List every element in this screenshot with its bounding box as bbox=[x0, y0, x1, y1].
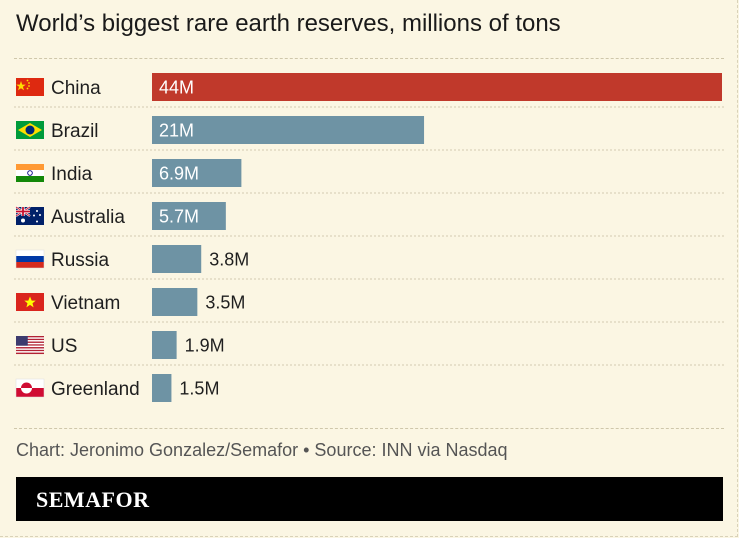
bar bbox=[152, 245, 202, 273]
bar-row-vietnam: Vietnam 3.5M bbox=[16, 288, 245, 316]
data-label: 3.5M bbox=[205, 293, 245, 313]
bar-row-australia: Australia 5.7M bbox=[15, 202, 226, 230]
category-label: US bbox=[51, 336, 77, 357]
bar-chart: China 44M Brazil 21M India 6.9M Australia 5.7M R… bbox=[14, 73, 724, 402]
bar bbox=[152, 73, 722, 101]
bar bbox=[152, 331, 177, 359]
greenland-flag-icon bbox=[15, 378, 45, 398]
category-label: India bbox=[51, 164, 93, 185]
vietnam-flag-icon bbox=[16, 293, 44, 311]
source-note: Chart: Jeronimo Gonzalez/Semafor • Sourc… bbox=[16, 440, 508, 460]
title-divider bbox=[14, 58, 724, 59]
bar-row-greenland: Greenland 1.5M bbox=[15, 374, 219, 402]
data-label: 21M bbox=[159, 121, 194, 141]
footer-divider bbox=[14, 428, 724, 429]
bar bbox=[152, 116, 425, 144]
data-label: 1.9M bbox=[185, 336, 225, 356]
chart-title: World’s biggest rare earth reserves, mil… bbox=[16, 10, 561, 37]
bar-row-russia: Russia 3.8M bbox=[15, 245, 249, 273]
brand-logo: SEMAFOR bbox=[36, 487, 150, 512]
data-label: 5.7M bbox=[159, 207, 199, 227]
brazil-flag-icon bbox=[16, 121, 44, 139]
category-label: China bbox=[51, 78, 101, 99]
data-label: 3.8M bbox=[209, 250, 249, 270]
us-flag-icon bbox=[16, 336, 44, 355]
bar bbox=[152, 374, 172, 402]
brand-bar: SEMAFOR bbox=[16, 477, 723, 521]
category-label: Greenland bbox=[51, 379, 140, 400]
bar bbox=[152, 202, 226, 230]
category-label: Brazil bbox=[51, 121, 99, 142]
china-flag-icon bbox=[16, 78, 44, 96]
category-label: Russia bbox=[51, 250, 110, 271]
bar-row-india: India 6.9M bbox=[16, 159, 242, 187]
category-label: Australia bbox=[51, 207, 125, 228]
bar bbox=[152, 159, 242, 187]
bar-row-us: US 1.9M bbox=[16, 331, 225, 359]
australia-flag-icon bbox=[15, 206, 44, 225]
russia-flag-icon bbox=[15, 249, 45, 269]
category-label: Vietnam bbox=[51, 293, 120, 314]
bar-row-brazil: Brazil 21M bbox=[16, 116, 425, 144]
data-label: 6.9M bbox=[159, 164, 199, 184]
india-flag-icon bbox=[16, 164, 44, 182]
bar bbox=[152, 288, 198, 316]
bar-row-china: China 44M bbox=[16, 73, 722, 101]
data-label: 1.5M bbox=[179, 379, 219, 399]
data-label: 44M bbox=[159, 78, 194, 98]
